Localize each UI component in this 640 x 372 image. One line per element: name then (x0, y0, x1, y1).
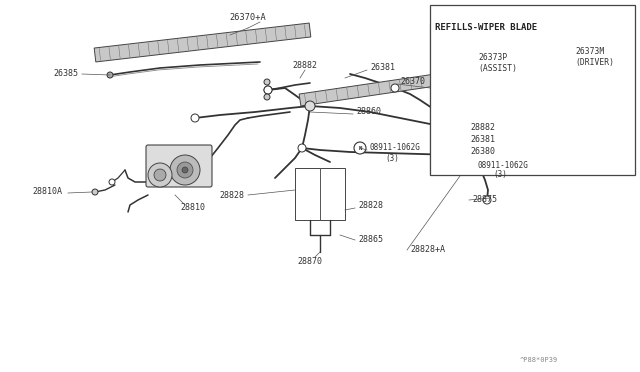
Text: (3): (3) (385, 154, 399, 163)
Circle shape (92, 189, 98, 195)
Text: 08911-1062G: 08911-1062G (370, 144, 421, 153)
Circle shape (177, 162, 193, 178)
Text: 26381: 26381 (470, 135, 495, 144)
Circle shape (481, 159, 493, 171)
Text: 28828+A: 28828+A (410, 246, 445, 254)
Polygon shape (529, 110, 631, 145)
Circle shape (354, 142, 366, 154)
Text: REFILLS-WIPER BLADE: REFILLS-WIPER BLADE (435, 23, 537, 32)
Circle shape (154, 169, 166, 181)
Text: ^P88*0P39: ^P88*0P39 (520, 357, 558, 363)
Text: 28875: 28875 (472, 196, 497, 205)
Text: 26373M: 26373M (575, 48, 604, 57)
Bar (430, 5, 635, 175)
Text: N: N (485, 163, 488, 167)
Text: 26373P: 26373P (478, 54, 508, 62)
Polygon shape (447, 75, 561, 115)
Text: 28860: 28860 (356, 108, 381, 116)
Text: 28828: 28828 (219, 190, 244, 199)
Circle shape (191, 114, 199, 122)
Circle shape (391, 84, 399, 92)
Circle shape (264, 86, 272, 94)
Circle shape (148, 163, 172, 187)
Circle shape (446, 124, 454, 132)
Text: 28882: 28882 (470, 124, 495, 132)
Text: 28865: 28865 (358, 235, 383, 244)
Text: 26380: 26380 (470, 148, 495, 157)
Text: 28882: 28882 (292, 61, 317, 70)
Circle shape (454, 151, 462, 159)
FancyBboxPatch shape (146, 145, 212, 187)
Text: (ASSIST): (ASSIST) (478, 64, 517, 73)
Circle shape (264, 86, 272, 94)
Text: 28870: 28870 (298, 257, 323, 266)
Text: 28810A: 28810A (32, 187, 62, 196)
Circle shape (107, 72, 113, 78)
Text: 28828: 28828 (358, 201, 383, 209)
Bar (295, 168, 345, 220)
Circle shape (264, 94, 270, 100)
Text: 26370: 26370 (400, 77, 425, 87)
Text: N: N (358, 145, 362, 151)
Text: (DRIVER): (DRIVER) (575, 58, 614, 67)
Text: 28810: 28810 (180, 203, 205, 212)
Circle shape (483, 196, 491, 204)
Text: 26385: 26385 (53, 70, 78, 78)
Circle shape (305, 101, 315, 111)
Polygon shape (299, 66, 491, 106)
Circle shape (109, 179, 115, 185)
Polygon shape (94, 23, 311, 62)
Text: 26381: 26381 (370, 64, 395, 73)
Text: 26370+A: 26370+A (230, 13, 266, 22)
Circle shape (170, 155, 200, 185)
Circle shape (182, 167, 188, 173)
Text: 08911-1062G: 08911-1062G (478, 160, 529, 170)
Circle shape (264, 79, 270, 85)
Circle shape (298, 144, 306, 152)
Text: (3): (3) (493, 170, 507, 180)
